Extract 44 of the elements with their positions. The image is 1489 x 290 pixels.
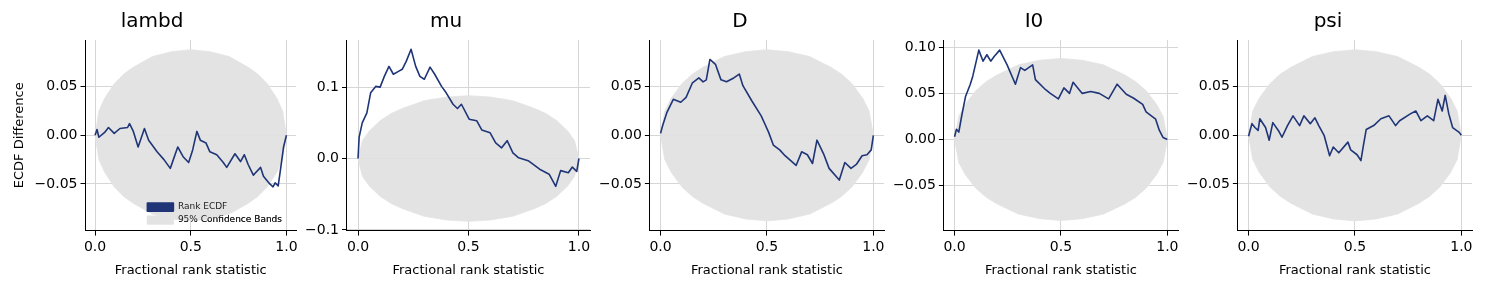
- chart-title: mu: [429, 8, 463, 33]
- x-tick-label: 1.0: [1450, 237, 1473, 254]
- x-tick-label: 0.0: [649, 237, 672, 254]
- y-tick-label: −0.05: [599, 174, 642, 191]
- y-tick-label: −0.1: [305, 220, 339, 237]
- y-axis-title: ECDF Difference: [11, 82, 27, 189]
- x-axis-title: Fractional rank statistic: [984, 261, 1137, 277]
- legend-label: 95% Confidence Bands: [177, 214, 283, 225]
- x-tick-label: 1.0: [1156, 237, 1179, 254]
- y-tick-label: 0.1: [316, 77, 339, 94]
- x-tick-label: 0.0: [346, 237, 370, 254]
- y-tick-label: 0.00: [610, 125, 642, 142]
- chart-title: D: [732, 8, 748, 33]
- y-tick-label: 0.00: [1198, 125, 1230, 142]
- x-tick-label: 0.5: [179, 237, 202, 254]
- chart-title: I0: [1024, 8, 1044, 33]
- x-axis-title: Fractional rank statistic: [392, 261, 545, 277]
- x-tick-label: 0.5: [755, 237, 779, 254]
- y-tick-label: −0.05: [34, 174, 78, 191]
- y-tick-label: 0.00: [46, 125, 78, 142]
- y-tick-label: 0.10: [904, 38, 936, 55]
- x-tick-label: 1.0: [862, 237, 885, 254]
- y-tick-label: 0.05: [610, 77, 642, 94]
- x-tick-label: 1.0: [567, 237, 591, 254]
- legend-label: Rank ECDF: [177, 201, 228, 212]
- y-tick-label: 0.05: [904, 84, 936, 101]
- x-tick-label: 0.0: [1237, 237, 1260, 254]
- chart-title: lambd: [120, 8, 184, 33]
- y-tick-label: 0.00: [904, 130, 936, 147]
- x-tick-label: 1.0: [275, 237, 298, 254]
- chart-title: psi: [1313, 8, 1343, 33]
- x-tick-label: 0.0: [83, 237, 107, 254]
- y-tick-label: −0.05: [893, 176, 936, 193]
- x-tick-label: 0.0: [943, 237, 966, 254]
- x-axis-title: Fractional rank statistic: [1278, 261, 1431, 277]
- y-tick-label: 0.05: [46, 77, 78, 94]
- y-tick-label: −0.05: [1187, 174, 1230, 191]
- x-tick-label: 0.5: [457, 237, 480, 254]
- x-axis-title: Fractional rank statistic: [114, 261, 267, 277]
- x-tick-label: 0.5: [1049, 237, 1073, 254]
- x-tick-label: 0.5: [1343, 237, 1367, 254]
- y-tick-label: 0.0: [316, 149, 339, 166]
- y-tick-label: 0.05: [1198, 77, 1230, 94]
- x-axis-title: Fractional rank statistic: [690, 261, 843, 277]
